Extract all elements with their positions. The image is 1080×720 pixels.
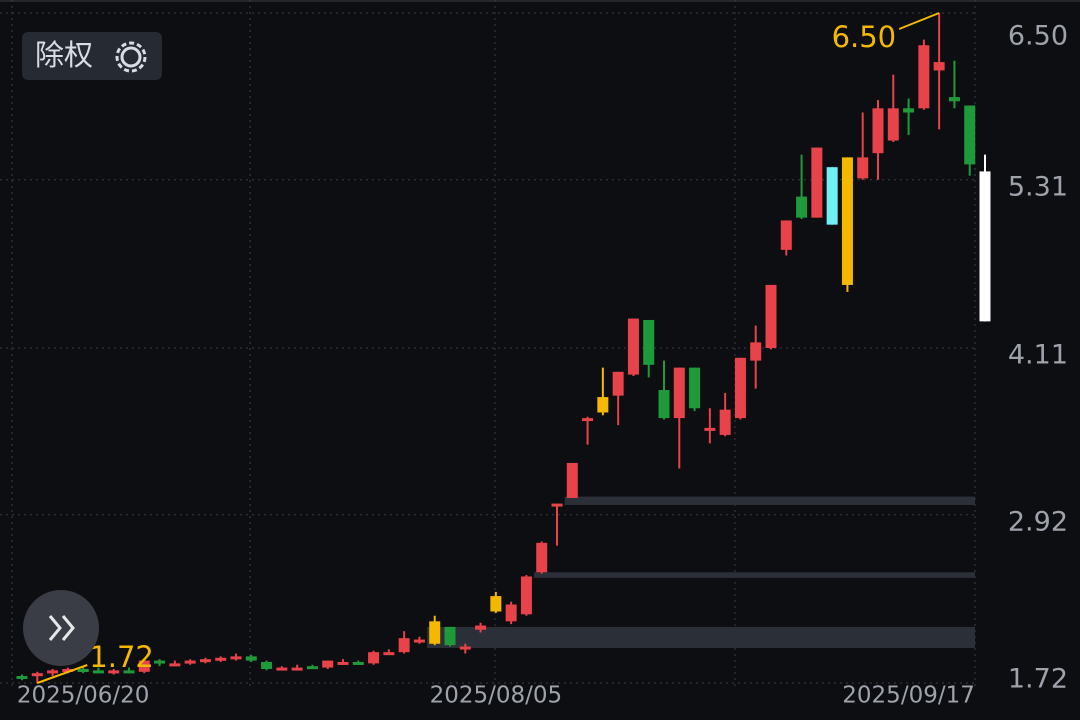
gear-teeth[interactable] <box>115 41 147 73</box>
candle-body <box>887 108 899 141</box>
candle-body <box>123 670 135 674</box>
button-bg[interactable] <box>22 32 162 80</box>
candle-body <box>383 652 395 656</box>
candle-body <box>322 660 334 668</box>
candle-body <box>245 656 257 661</box>
candle-body <box>750 342 762 361</box>
annotation-leader <box>36 664 88 684</box>
gear-icon[interactable] <box>120 46 142 68</box>
candle-body <box>643 319 655 365</box>
x-tick-label: 2025/06/20 <box>17 683 150 709</box>
candle-body <box>811 147 823 218</box>
candle-body <box>857 157 869 179</box>
candle-body <box>903 108 915 113</box>
annotation-label: 6.50 <box>832 20 897 54</box>
candle-body <box>154 660 166 664</box>
candle-body <box>597 397 609 413</box>
candle-body <box>689 367 701 409</box>
candle-body <box>47 670 59 674</box>
candle-body <box>337 661 349 665</box>
gap-band <box>427 626 976 648</box>
candle-body <box>948 97 960 102</box>
candle-body <box>872 108 884 154</box>
candle-body <box>199 659 211 663</box>
candle-body <box>918 45 930 109</box>
candle-body <box>16 675 28 679</box>
candle-body <box>230 656 242 660</box>
candle-body <box>658 390 670 419</box>
button-label[interactable]: 除权 <box>35 38 93 72</box>
candle-body <box>261 661 273 669</box>
plot: 1.72 2.92 4.11 5.31 6.50 2025/06/20 2025/08/05… <box>0 12 1068 709</box>
y-tick-label: 5.31 <box>1008 171 1068 202</box>
candle-body <box>352 661 364 665</box>
annotation-label: 1.72 <box>89 640 154 674</box>
candle-body <box>979 171 991 322</box>
gap-band <box>564 496 975 505</box>
candle-body <box>826 167 838 225</box>
candle-body <box>444 626 456 646</box>
candle-body <box>62 668 74 672</box>
candle-body <box>551 503 563 507</box>
adjust-button[interactable]: 除权 <box>22 32 162 80</box>
candle-body <box>291 667 303 671</box>
candle-body <box>429 621 441 644</box>
x-tick-label: 2025/08/05 <box>430 683 563 709</box>
candle-body <box>398 638 410 653</box>
y-tick-label: 2.92 <box>1008 506 1068 537</box>
candle-body <box>92 670 104 674</box>
candle-body <box>475 625 487 630</box>
candle-body <box>413 639 425 643</box>
x-tick-label: 2025/09/17 <box>842 683 975 709</box>
candle-body <box>704 427 716 431</box>
candle-body <box>77 668 89 672</box>
candle-body <box>520 576 532 615</box>
candle-body <box>933 62 945 71</box>
candle-body <box>138 660 150 672</box>
candle-body <box>459 646 471 650</box>
y-tick-label: 1.72 <box>1008 664 1068 695</box>
candle-body <box>108 670 120 674</box>
candle-body <box>31 673 43 677</box>
candle-body <box>627 318 639 375</box>
candle-body <box>964 105 976 165</box>
candle-body <box>765 284 777 348</box>
candle-body <box>490 596 502 612</box>
candle-body <box>612 371 624 396</box>
candle-body <box>505 604 517 622</box>
candle-body <box>796 196 808 218</box>
annotation-leader <box>898 12 940 30</box>
candle-body <box>276 667 288 671</box>
candle-body <box>566 462 578 498</box>
candle-body <box>536 542 548 573</box>
gap-band <box>534 572 975 578</box>
candle-body <box>582 418 594 422</box>
y-tick-label: 4.11 <box>1008 340 1068 371</box>
candle-body <box>734 357 746 419</box>
candle-body <box>841 157 853 285</box>
candle-body <box>169 663 181 667</box>
y-tick-label: 6.50 <box>1008 21 1068 52</box>
candle-body <box>184 660 196 664</box>
candle-body <box>780 220 792 250</box>
scroll-button[interactable] <box>23 590 99 666</box>
chevrons[interactable] <box>48 615 75 641</box>
candle-body <box>673 367 685 419</box>
candle-body <box>306 666 318 670</box>
candle-body <box>215 657 227 661</box>
candle-body <box>719 409 731 435</box>
candle-body <box>368 652 380 664</box>
